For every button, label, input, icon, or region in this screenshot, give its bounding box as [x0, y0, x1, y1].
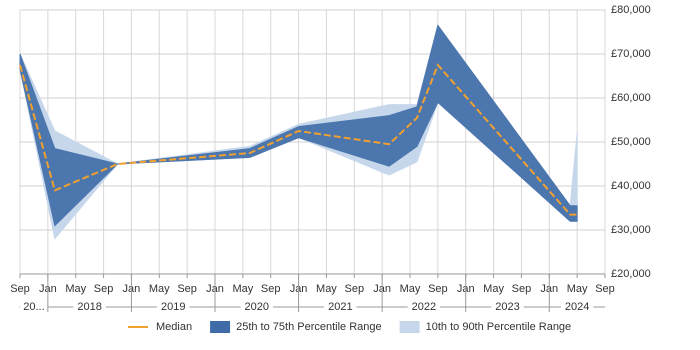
x-tick-label: May — [400, 283, 421, 295]
legend-swatch — [210, 321, 231, 333]
y-tick-label: £20,000 — [611, 268, 651, 280]
x-tick-label: Sep — [595, 283, 615, 295]
y-tick-label: £80,000 — [611, 4, 651, 16]
x-tick-label: Sep — [344, 283, 364, 295]
x-tick-label: Sep — [428, 283, 448, 295]
y-tick-label: £40,000 — [611, 180, 651, 192]
legend-swatch — [399, 321, 420, 333]
year-label: 2024 — [565, 301, 589, 313]
year-label: 2020 — [245, 301, 269, 313]
year-label: 2019 — [161, 301, 185, 313]
legend-label: 10th to 90th Percentile Range — [426, 321, 572, 333]
year-label: 2023 — [495, 301, 519, 313]
year-label: 20... — [23, 301, 44, 313]
x-tick-label: May — [483, 283, 504, 295]
x-tick-label: May — [149, 283, 170, 295]
y-tick-label: £50,000 — [611, 136, 651, 148]
legend-label: Median — [156, 321, 192, 333]
x-tick-label: May — [567, 283, 588, 295]
x-tick-label: Sep — [512, 283, 532, 295]
y-tick-label: £60,000 — [611, 92, 651, 104]
x-tick-label: May — [232, 283, 253, 295]
y-tick-label: £30,000 — [611, 224, 651, 236]
median-line — [19, 63, 578, 216]
x-tick-label: May — [65, 283, 86, 295]
x-tick-label: Sep — [10, 283, 30, 295]
x-tick-label: May — [316, 283, 337, 295]
legend-label: 25th to 75th Percentile Range — [236, 321, 382, 333]
x-tick-label: Sep — [94, 283, 114, 295]
year-label: 2021 — [328, 301, 352, 313]
year-label: 2022 — [412, 301, 436, 313]
percentile-band — [19, 24, 578, 227]
year-label: 2018 — [77, 301, 101, 313]
x-tick-label: Sep — [261, 283, 281, 295]
y-tick-label: £70,000 — [611, 48, 651, 60]
x-tick-label: Sep — [177, 283, 197, 295]
